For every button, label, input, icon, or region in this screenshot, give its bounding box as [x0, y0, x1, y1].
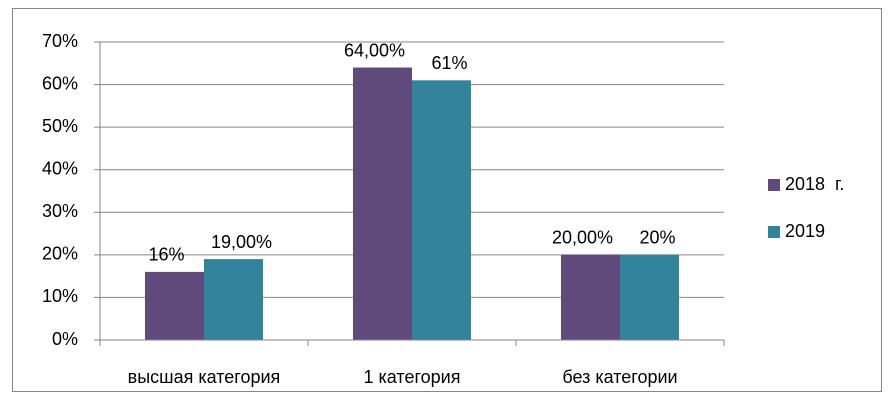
- legend-swatch: [768, 226, 780, 238]
- value-label: 20,00%: [552, 228, 613, 248]
- legend-label: 2018 г.: [785, 174, 844, 194]
- x-tick-label: 1 категория: [364, 367, 461, 387]
- bar: [561, 254, 620, 340]
- x-tick-label: без категории: [562, 367, 677, 387]
- value-label: 19,00%: [211, 232, 272, 252]
- value-label: 64,00%: [344, 40, 405, 60]
- bar: [353, 67, 412, 341]
- y-tick-label: 10%: [42, 286, 78, 306]
- value-label: 20%: [639, 228, 675, 248]
- bar: [620, 254, 679, 340]
- bar: [145, 271, 204, 340]
- bar: [204, 259, 263, 340]
- x-tick-label: высшая категория: [128, 367, 281, 387]
- legend-label: 2019: [785, 221, 825, 241]
- legend-swatch: [768, 179, 780, 191]
- y-tick-label: 30%: [42, 201, 78, 221]
- bar: [412, 80, 471, 341]
- y-tick-label: 20%: [42, 244, 78, 264]
- value-label: 16%: [148, 245, 184, 265]
- y-tick-label: 50%: [42, 116, 78, 136]
- y-tick-label: 40%: [42, 158, 78, 178]
- y-tick-label: 70%: [42, 31, 78, 51]
- value-label: 61%: [431, 53, 467, 73]
- y-tick-label: 60%: [42, 73, 78, 93]
- y-tick-label: 0%: [52, 329, 78, 349]
